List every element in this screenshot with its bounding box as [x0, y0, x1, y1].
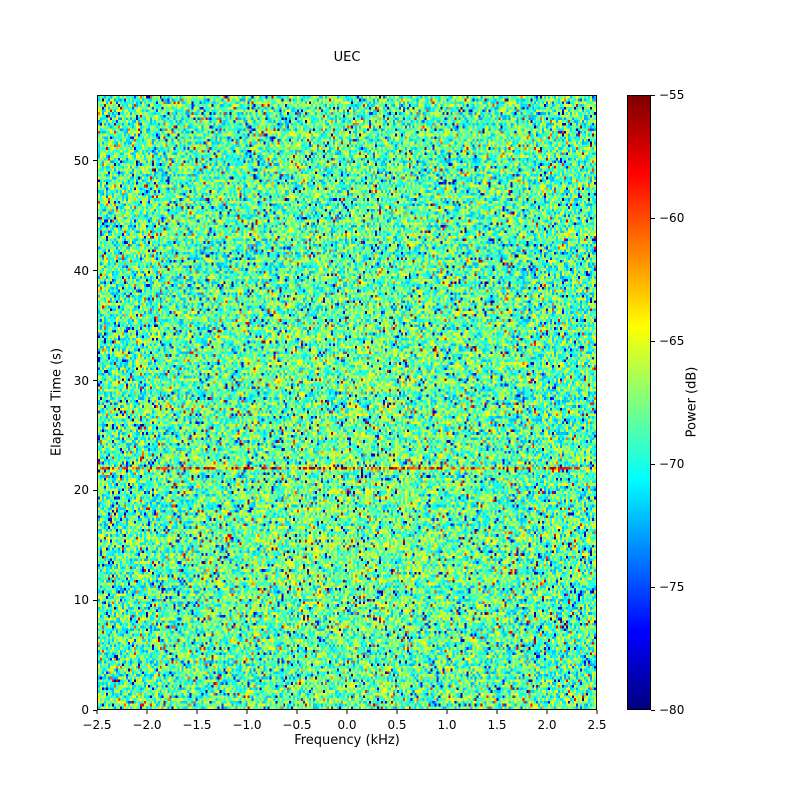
colorbar-tick-label: −60	[659, 211, 685, 225]
y-tick-label: 20	[73, 483, 89, 498]
colorbar-tick-label: −80	[659, 703, 685, 717]
x-tick-label: 0.0	[337, 718, 357, 732]
y-tick-mark	[93, 270, 97, 272]
y-tick-label: 10	[73, 593, 89, 608]
x-tick-mark	[296, 710, 298, 714]
spectrogram-plot	[97, 95, 597, 710]
x-tick-mark	[96, 710, 98, 714]
colorbar-tick-mark	[651, 94, 655, 96]
colorbar-tick-mark	[651, 340, 655, 342]
colorbar-gradient-canvas	[628, 96, 650, 709]
colorbar-label: Power (dB)	[684, 366, 700, 438]
x-tick-mark	[596, 710, 598, 714]
x-tick-label: 2.5	[587, 718, 607, 732]
colorbar-tick-label: −55	[659, 88, 685, 102]
colorbar-tick-mark	[651, 463, 655, 465]
spectrogram-canvas	[98, 96, 596, 709]
chart-title: UEC	[333, 50, 361, 65]
x-tick-mark	[546, 710, 548, 714]
y-tick-mark	[93, 380, 97, 382]
x-tick-mark	[346, 710, 348, 714]
colorbar	[627, 95, 651, 710]
x-tick-label: 0.5	[387, 718, 407, 732]
x-tick-mark	[146, 710, 148, 714]
x-tick-label: −2.5	[82, 718, 112, 732]
y-tick-label: 0	[81, 703, 89, 717]
x-tick-label: −1.5	[182, 718, 212, 732]
x-tick-label: 1.0	[437, 718, 457, 732]
colorbar-tick-mark	[651, 586, 655, 588]
x-tick-mark	[446, 710, 448, 714]
y-axis-ticks: 0 10 20 30 40 50	[53, 95, 97, 717]
colorbar-tick-label: −65	[659, 334, 685, 348]
y-tick-label: 30	[73, 373, 89, 388]
colorbar-tick-label: −75	[659, 580, 685, 594]
y-tick-label: 50	[73, 153, 89, 168]
colorbar-tick-mark	[651, 709, 655, 711]
x-tick-mark	[496, 710, 498, 714]
y-tick-mark	[93, 489, 97, 491]
x-tick-label: −2.0	[132, 718, 162, 732]
colorbar-ticks: −55 −60 −65 −70 −75 −80	[651, 88, 697, 717]
x-tick-label: 2.0	[537, 718, 557, 732]
y-tick-label: 40	[73, 263, 89, 278]
x-axis-label: Frequency (kHz)	[294, 733, 400, 748]
x-tick-label: −1.0	[232, 718, 262, 732]
y-tick-mark	[93, 709, 97, 711]
colorbar-tick-label: −70	[659, 457, 685, 471]
x-tick-mark	[396, 710, 398, 714]
x-axis-ticks: −2.5 −2.0 −1.5 −1.0 −0.5 0.0 0.5 1.0 1.5 2.0 2.5	[82, 710, 607, 738]
x-tick-mark	[246, 710, 248, 714]
x-tick-label: −0.5	[282, 718, 312, 732]
colorbar-tick-mark	[651, 217, 655, 219]
y-tick-mark	[93, 160, 97, 162]
x-tick-mark	[196, 710, 198, 714]
x-tick-label: 1.5	[487, 718, 507, 732]
y-tick-mark	[93, 599, 97, 601]
